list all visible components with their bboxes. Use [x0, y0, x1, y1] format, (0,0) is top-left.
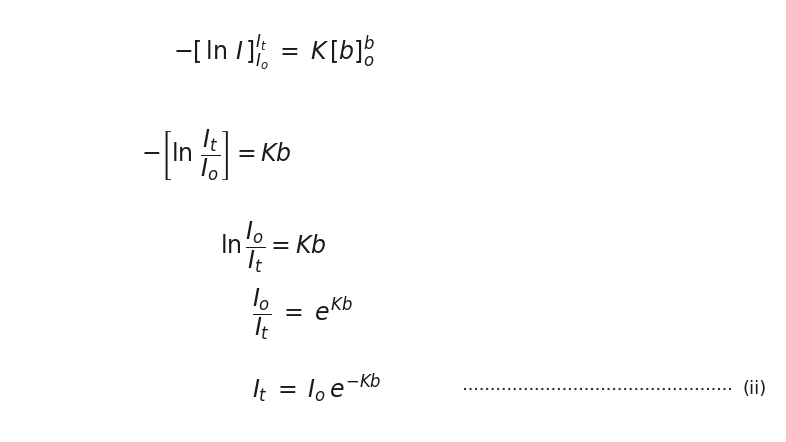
Text: $I_{t}\;=\;I_{o}\,e^{-Kb}$: $I_{t}\;=\;I_{o}\,e^{-Kb}$ [252, 373, 381, 405]
Text: $-[\,\ln\,I\,]_{I_{o}}^{I_{t}}\;=\;K\,[b]_{o}^{b}$: $-[\,\ln\,I\,]_{I_{o}}^{I_{t}}\;=\;K\,[b… [173, 34, 375, 72]
Text: $\dfrac{I_{o}}{I_{t}}\;=\;e^{Kb}$: $\dfrac{I_{o}}{I_{t}}\;=\;e^{Kb}$ [252, 286, 352, 342]
Text: $-\left[\ln\,\dfrac{I_{t}}{I_{o}}\right]=Kb$: $-\left[\ln\,\dfrac{I_{t}}{I_{o}}\right]… [141, 127, 292, 183]
Text: (ii): (ii) [743, 380, 767, 398]
Text: $\ln\dfrac{I_{o}}{I_{t}}=Kb$: $\ln\dfrac{I_{o}}{I_{t}}=Kb$ [220, 220, 326, 275]
